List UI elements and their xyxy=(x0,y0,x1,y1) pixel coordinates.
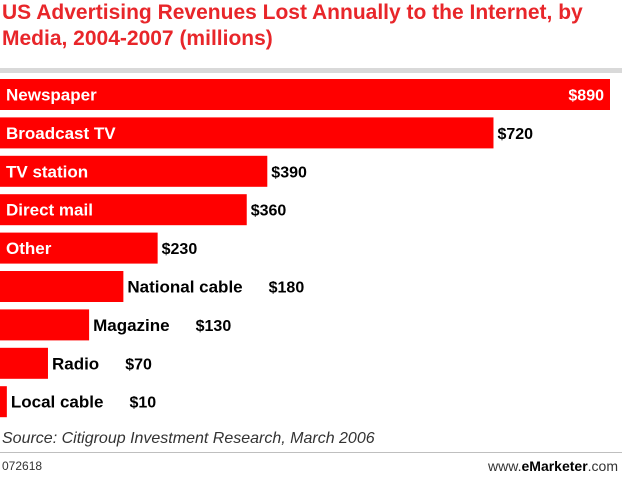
value-label-local-cable: $10 xyxy=(129,395,156,412)
category-label-magazine: Magazine xyxy=(93,316,170,335)
chart-id: 072618 xyxy=(2,459,43,473)
footer-divider xyxy=(0,452,622,453)
value-label-other: $230 xyxy=(162,241,198,258)
value-label-broadcast-tv: $720 xyxy=(497,126,533,143)
bar-direct-mail xyxy=(0,194,247,226)
bar-chart: Newspaper $890 Broadcast TV $720 TV station $… xyxy=(0,79,610,418)
category-label-other: Other xyxy=(6,239,52,258)
bar-tv-station xyxy=(0,155,268,187)
brand-name: eMarketer xyxy=(521,458,588,474)
bar-national-cable xyxy=(0,271,124,302)
value-label-national-cable: $180 xyxy=(269,280,305,297)
value-label-direct-mail: $360 xyxy=(251,203,287,220)
category-label-newspaper: Newspaper xyxy=(6,86,97,105)
category-label-national-cable: National cable xyxy=(127,278,242,297)
bar-magazine xyxy=(0,309,90,341)
category-label-local-cable: Local cable xyxy=(11,393,104,412)
brand-logo: www.eMarketer.com xyxy=(488,458,618,474)
bar-local-cable xyxy=(0,386,7,418)
category-label-broadcast-tv: Broadcast TV xyxy=(6,124,116,143)
bar-newspaper xyxy=(0,79,610,110)
chart-title: US Advertising Revenues Lost Annually to… xyxy=(2,1,583,50)
brand-prefix: www. xyxy=(488,458,522,474)
title-divider xyxy=(0,68,622,73)
value-label-newspaper: $890 xyxy=(568,88,604,105)
category-label-radio: Radio xyxy=(52,354,99,373)
source-note: Source: Citigroup Investment Research, M… xyxy=(2,430,375,447)
value-label-magazine: $130 xyxy=(196,318,232,335)
category-label-tv-station: TV station xyxy=(6,162,88,181)
value-label-tv-station: $390 xyxy=(271,164,307,181)
category-label-direct-mail: Direct mail xyxy=(6,201,93,220)
brand-suffix: .com xyxy=(587,458,618,474)
bar-other xyxy=(0,232,158,264)
value-label-radio: $70 xyxy=(125,356,152,373)
bar-broadcast-tv xyxy=(0,117,494,149)
bar-radio xyxy=(0,347,48,379)
